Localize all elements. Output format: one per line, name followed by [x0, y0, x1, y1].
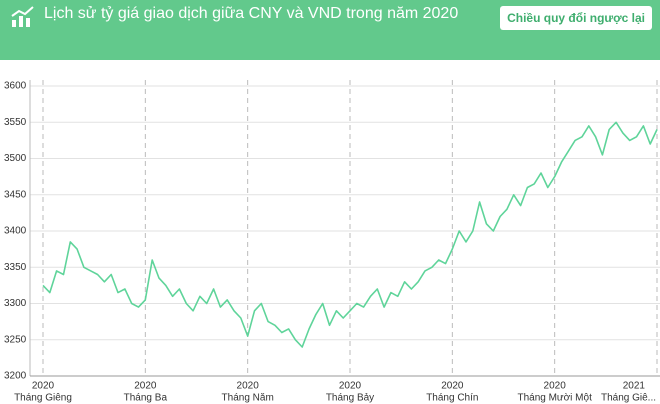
- y-tick-label: 3500: [4, 153, 27, 164]
- x-tick-year: 2020: [544, 381, 567, 392]
- x-tick-label: Tháng Năm: [222, 393, 274, 404]
- x-tick-label: Tháng Ba: [124, 393, 168, 404]
- y-tick-label: 3400: [4, 226, 27, 237]
- chart: 3200 3250 3300 3350 3400 3450 3500 3550 3600 2020…: [4, 80, 660, 404]
- y-tick-label: 3450: [4, 189, 27, 200]
- x-tick-year: 2020: [339, 381, 362, 392]
- x-tick-label: Tháng Bảy: [326, 393, 374, 404]
- header: Lịch sử tỷ giá giao dịch giữa CNY và VND…: [0, 0, 660, 60]
- x-tick-label: Tháng Chín: [426, 393, 478, 404]
- x-tick-year: 2020: [32, 381, 55, 392]
- y-tick-label: 3350: [4, 262, 27, 273]
- y-tick-label: 3250: [4, 334, 27, 345]
- rate-line: [42, 121, 658, 348]
- x-tick-year: 2021: [623, 381, 646, 392]
- x-tick-year: 2020: [237, 381, 260, 392]
- x-tick-year: 2020: [441, 381, 464, 392]
- y-tick-label: 3550: [4, 117, 27, 128]
- x-tick-year: 2020: [134, 381, 157, 392]
- y-tick-label: 3300: [4, 298, 27, 309]
- title: Lịch sử tỷ giá giao dịch giữa CNY và VND…: [44, 5, 459, 22]
- x-tick-label: Tháng Giê...: [601, 393, 656, 404]
- swap-button[interactable]: Chiều quy đổi ngược lại: [500, 6, 652, 30]
- y-tick-label: 3600: [4, 81, 27, 92]
- x-tick-label: Tháng Giêng: [14, 393, 72, 404]
- x-tick-label: Tháng Mười Một: [517, 393, 592, 404]
- chart-icon: [11, 6, 34, 27]
- y-tick-label: 3200: [4, 371, 27, 382]
